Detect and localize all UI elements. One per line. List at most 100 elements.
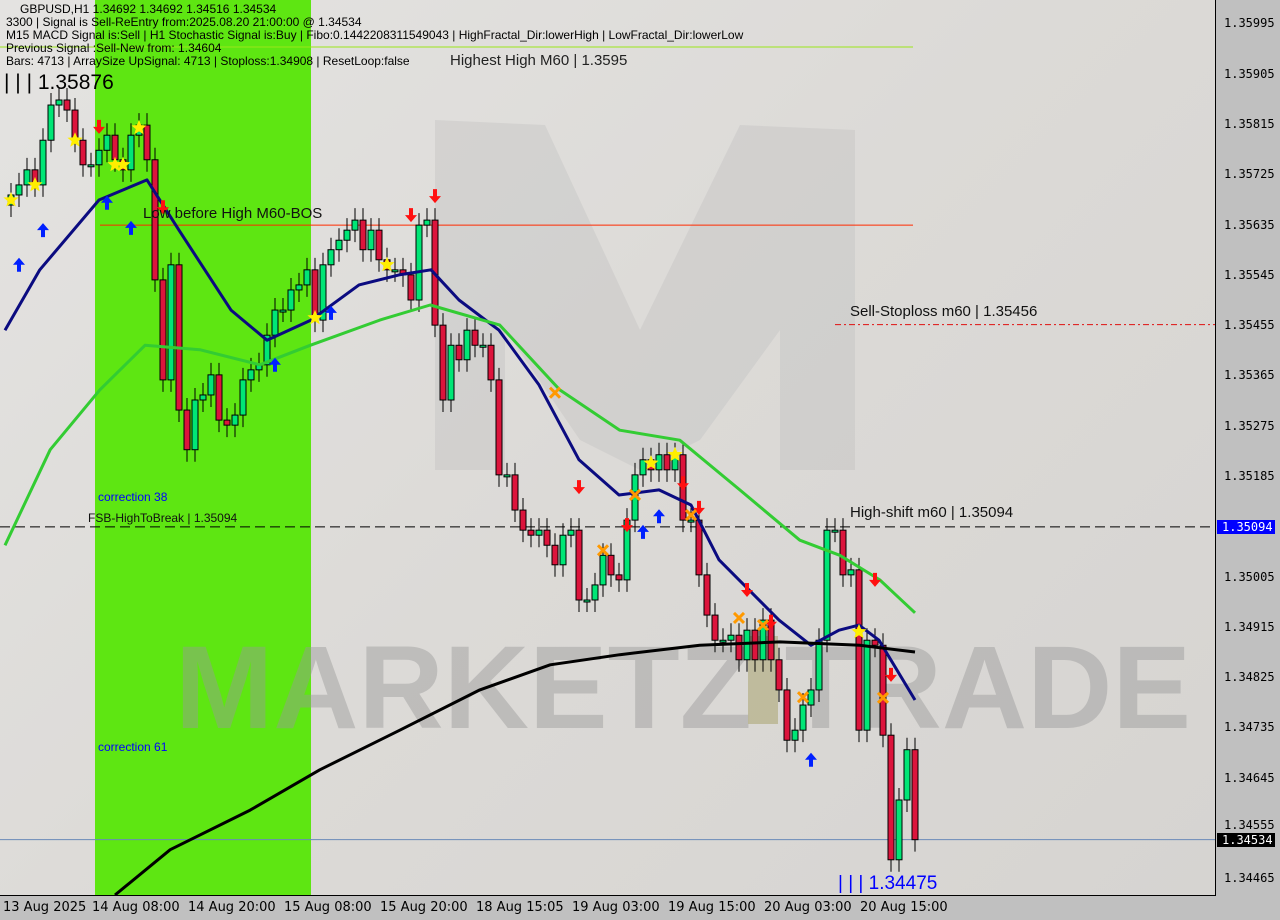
bear-candle — [223, 419, 231, 426]
symbol-ohlc-line: GBPUSD,H1 1.34692 1.34692 1.34516 1.3453… — [20, 2, 277, 16]
bull-candle — [743, 629, 751, 661]
bull-candle — [239, 379, 247, 416]
bull-candle — [367, 229, 375, 251]
bear-candle — [751, 629, 759, 661]
highest-high-label: Highest High M60 | 1.3595 — [450, 52, 628, 69]
time-tick-label: 20 Aug 15:00 — [860, 900, 948, 915]
price-tick-label: 1.35185 — [1224, 468, 1275, 483]
price-tick-label: 1.35455 — [1224, 318, 1275, 333]
time-tick-label: 19 Aug 03:00 — [572, 900, 660, 915]
up-arrow-icon — [101, 195, 113, 210]
price-tick-label: 1.34735 — [1224, 720, 1275, 735]
bull-candle — [863, 639, 871, 731]
price-tick-label: 1.34825 — [1224, 670, 1275, 685]
bull-candle — [327, 249, 335, 266]
star-icon — [27, 176, 43, 192]
bear-candle — [511, 474, 519, 511]
up-arrow-icon — [13, 257, 25, 272]
down-arrow-icon — [885, 667, 897, 682]
bear-candle — [143, 124, 151, 161]
bear-candle — [551, 544, 559, 566]
bear-candle — [695, 519, 703, 576]
bull-candle — [583, 599, 591, 603]
bull-candle — [319, 264, 327, 321]
star-icon — [115, 156, 131, 172]
fsb-label: FSB-HighToBreak | 1.35094 — [88, 511, 238, 525]
time-tick-label: 19 Aug 15:00 — [668, 900, 756, 915]
bear-candle — [839, 529, 847, 576]
bull-candle — [847, 569, 855, 576]
bull-candle — [727, 634, 735, 641]
bull-candle — [599, 554, 607, 586]
up-arrow-icon — [125, 220, 137, 235]
cross-icon — [756, 619, 770, 632]
time-tick-label: 14 Aug 20:00 — [188, 900, 276, 915]
bear-candle — [607, 554, 615, 576]
bull-candle — [47, 104, 55, 141]
price-tick-label: 1.34645 — [1224, 770, 1275, 785]
bull-candle — [415, 224, 423, 301]
up-arrow-icon — [637, 524, 649, 539]
bull-candle — [559, 534, 567, 566]
bull-candle — [287, 289, 295, 311]
price-tick-label: 1.35545 — [1224, 267, 1275, 282]
star-icon — [131, 119, 147, 135]
bull-candle — [799, 704, 807, 731]
time-tick-label: 15 Aug 08:00 — [284, 900, 372, 915]
down-arrow-icon — [621, 518, 633, 533]
indicator-status-line: M15 MACD Signal is:Sell | H1 Stochastic … — [6, 28, 744, 42]
bear-candle — [711, 614, 719, 641]
bear-candle — [151, 159, 159, 281]
bear-candle — [735, 634, 743, 661]
bull-candle — [103, 134, 111, 151]
star-icon — [307, 309, 323, 325]
bull-candle — [295, 284, 303, 291]
bear-candle — [215, 374, 223, 421]
bull-candle — [903, 749, 911, 801]
down-arrow-icon — [573, 480, 585, 495]
bull-candle — [687, 519, 695, 523]
slow-moving-average — [114, 640, 916, 895]
down-arrow-icon — [741, 582, 753, 597]
current-price-tag: 1.34534 — [1217, 832, 1275, 847]
signal-status-line: 3300 | Signal is Sell-ReEntry from:2025.… — [6, 15, 362, 29]
bull-candle — [391, 269, 399, 273]
bull-candle — [343, 229, 351, 241]
bull-candle — [719, 639, 727, 643]
bear-candle — [63, 99, 71, 111]
down-arrow-icon — [429, 189, 441, 204]
bull-candle — [895, 799, 903, 861]
watermark-logo: MARKETZ TRADE — [175, 622, 1191, 754]
bull-candle — [591, 584, 599, 601]
bear-candle — [615, 574, 623, 581]
bull-candle — [271, 309, 279, 336]
bull-candle — [759, 619, 767, 661]
star-icon — [107, 156, 123, 172]
bull-candle — [479, 344, 487, 348]
bull-candle — [447, 344, 455, 401]
star-icon — [851, 623, 867, 639]
bear-candle — [775, 659, 783, 691]
down-arrow-icon — [405, 208, 417, 223]
bull-candle — [567, 529, 575, 536]
price-tick-label: 1.35365 — [1224, 368, 1275, 383]
bull-candle — [831, 529, 839, 533]
price-tick-label: 1.34465 — [1224, 871, 1275, 886]
cross-icon — [628, 488, 642, 502]
bull-candle — [263, 334, 271, 366]
fast-moving-average — [3, 178, 917, 701]
price-tick-label: 1.34915 — [1224, 619, 1275, 634]
chart-plot-area[interactable]: MARKETZ TRADE — [0, 0, 1216, 896]
bear-candle — [887, 734, 895, 861]
signal-zone — [95, 0, 311, 895]
bull-candle — [15, 184, 23, 196]
price-tick-label: 1.35815 — [1224, 117, 1275, 132]
sell-stoploss-label: Sell-Stoploss m60 | 1.35456 — [850, 303, 1038, 320]
bear-candle — [359, 219, 367, 251]
bull-candle — [791, 729, 799, 741]
price-tick-label: 1.35725 — [1224, 167, 1275, 182]
bull-candle — [655, 454, 663, 471]
cross-icon — [732, 611, 746, 624]
bull-candle — [303, 269, 311, 286]
bull-candle — [823, 529, 831, 641]
